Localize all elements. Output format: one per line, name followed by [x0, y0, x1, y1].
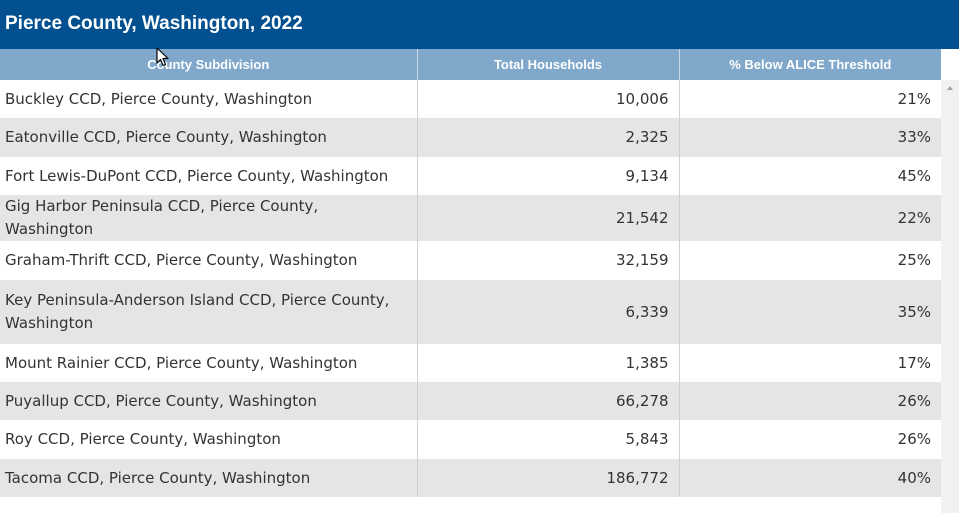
table-row[interactable]: Gig Harbor Peninsula CCD, Pierce County,… — [0, 195, 941, 241]
cell-pct-below-alice: 45% — [679, 157, 941, 195]
cell-total-households: 66,278 — [417, 382, 680, 420]
scroll-up-arrow-icon[interactable] — [947, 86, 953, 90]
cell-pct-below-alice: 21% — [679, 80, 941, 118]
column-header-pct-below-alice[interactable]: % Below ALICE Threshold — [679, 49, 941, 80]
mouse-cursor-icon — [156, 47, 169, 67]
cell-total-households: 186,772 — [417, 459, 680, 497]
table-row[interactable]: Buckley CCD, Pierce County, Washington 10… — [0, 80, 941, 118]
cell-total-households: 5,843 — [417, 420, 680, 459]
cell-pct-below-alice: 26% — [679, 420, 941, 459]
cell-county-subdivision: Roy CCD, Pierce County, Washington — [0, 420, 418, 459]
cell-total-households: 1,385 — [417, 344, 680, 382]
table-row[interactable]: Graham-Thrift CCD, Pierce County, Washin… — [0, 241, 941, 280]
header-scroll-spacer — [941, 49, 959, 80]
cell-pct-below-alice: 26% — [679, 382, 941, 420]
cell-pct-below-alice: 40% — [679, 459, 941, 497]
cell-total-households: 21,542 — [417, 195, 680, 241]
cell-total-households: 32,159 — [417, 241, 680, 280]
cell-pct-below-alice: 33% — [679, 118, 941, 157]
cell-pct-below-alice: 35% — [679, 280, 941, 344]
vertical-scrollbar[interactable] — [941, 80, 959, 513]
cell-county-subdivision: Buckley CCD, Pierce County, Washington — [0, 80, 418, 118]
cell-county-subdivision: Tacoma CCD, Pierce County, Washington — [0, 459, 418, 497]
table-container: County Subdivision Total Households % Be… — [0, 49, 941, 513]
table-row[interactable]: Puyallup CCD, Pierce County, Washington 6… — [0, 382, 941, 420]
cell-pct-below-alice: 25% — [679, 241, 941, 280]
cell-total-households: 10,006 — [417, 80, 680, 118]
households-table: County Subdivision Total Households % Be… — [0, 49, 941, 497]
table-header-row: County Subdivision Total Households % Be… — [0, 49, 941, 80]
cell-pct-below-alice: 17% — [679, 344, 941, 382]
table-row[interactable]: Tacoma CCD, Pierce County, Washington 186… — [0, 459, 941, 497]
column-header-total-households[interactable]: Total Households — [417, 49, 680, 80]
cell-total-households: 6,339 — [417, 280, 680, 344]
cell-county-subdivision: Key Peninsula-Anderson Island CCD, Pierc… — [0, 280, 418, 344]
cell-county-subdivision: Gig Harbor Peninsula CCD, Pierce County,… — [0, 195, 418, 241]
cell-county-subdivision: Puyallup CCD, Pierce County, Washington — [0, 382, 418, 420]
cell-pct-below-alice: 22% — [679, 195, 941, 241]
cell-county-subdivision: Mount Rainier CCD, Pierce County, Washin… — [0, 344, 418, 382]
table-row[interactable]: Eatonville CCD, Pierce County, Washingto… — [0, 118, 941, 157]
table-row[interactable]: Fort Lewis-DuPont CCD, Pierce County, Wa… — [0, 157, 941, 195]
table-row[interactable]: Roy CCD, Pierce County, Washington 5,843 2… — [0, 420, 941, 459]
table-row[interactable]: Mount Rainier CCD, Pierce County, Washin… — [0, 344, 941, 382]
cell-total-households: 9,134 — [417, 157, 680, 195]
cell-total-households: 2,325 — [417, 118, 680, 157]
cell-county-subdivision: Fort Lewis-DuPont CCD, Pierce County, Wa… — [0, 157, 418, 195]
column-header-county-subdivision[interactable]: County Subdivision — [0, 49, 418, 80]
cell-county-subdivision: Eatonville CCD, Pierce County, Washingto… — [0, 118, 418, 157]
page-title: Pierce County, Washington, 2022 — [0, 0, 959, 49]
table-row[interactable]: Key Peninsula-Anderson Island CCD, Pierc… — [0, 280, 941, 344]
cell-county-subdivision: Graham-Thrift CCD, Pierce County, Washin… — [0, 241, 418, 280]
